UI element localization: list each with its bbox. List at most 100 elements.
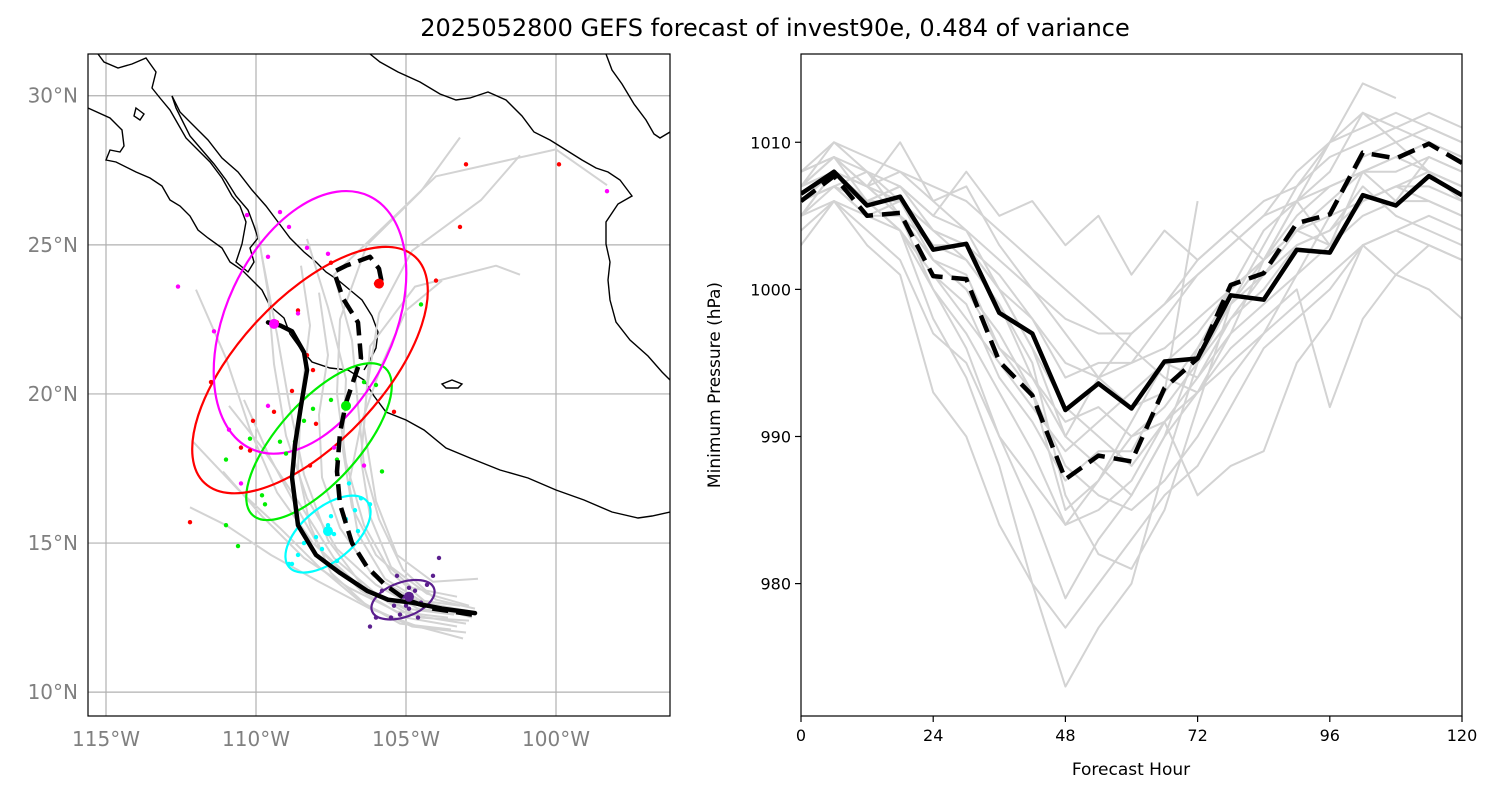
fix-t72 — [208, 379, 214, 385]
fix-t96 — [325, 251, 331, 256]
mean-track — [265, 320, 478, 616]
fix-t48 — [223, 522, 229, 528]
member-pressure-line — [801, 156, 1462, 570]
map-background — [88, 54, 670, 716]
coastline-texas-louisiana — [605, 54, 670, 139]
fix-t0 — [397, 612, 403, 617]
fix-t24 — [295, 552, 301, 558]
fix-t24 — [334, 558, 340, 564]
fix-t0 — [403, 603, 409, 608]
fix-t72 — [271, 409, 277, 415]
mean-tracks — [265, 254, 478, 617]
fix-t96 — [277, 209, 283, 215]
member-pressure-line — [801, 200, 1462, 526]
fix-t72 — [463, 162, 469, 167]
ellipse-t24 — [284, 494, 372, 574]
fix-t72 — [313, 421, 319, 426]
ellipse-t72 — [191, 245, 429, 495]
fix-t24 — [313, 534, 319, 540]
fix-t96 — [604, 188, 610, 194]
member-pressure-line — [801, 200, 1462, 629]
fix-t96 — [211, 329, 217, 334]
fix-t48 — [262, 502, 268, 507]
fix-t0 — [436, 555, 442, 561]
fix-t96 — [286, 224, 292, 230]
y-axis-label: Minimum Pressure (hPa) — [705, 282, 725, 488]
map-frame — [87, 53, 671, 717]
pressure-panel: 0 24 48 72 96 120 980 990 1000 1010 Forecast Hour… — [705, 53, 1477, 780]
x-tick-label: 24 — [923, 726, 943, 745]
fix-t0 — [373, 615, 379, 620]
member-track — [363, 264, 521, 583]
fix-t72 — [289, 388, 295, 394]
fix-t0 — [394, 573, 400, 579]
fix-t24 — [319, 546, 325, 552]
fix-t72 — [328, 260, 334, 265]
lon-tick-label: 105°W — [372, 727, 440, 751]
fix-t0 — [430, 573, 436, 579]
pressure-ticks: 0 24 48 72 96 120 980 990 1000 1010 — [750, 133, 1477, 745]
lon-tick-label: 100°W — [522, 727, 590, 751]
member-pressure-line — [801, 170, 1462, 394]
lon-tick-label: 115°W — [72, 727, 140, 751]
y-tick-label: 1010 — [750, 133, 791, 152]
x-tick-label: 48 — [1055, 726, 1075, 745]
map-gridlines — [88, 54, 670, 716]
fix-t48 — [301, 418, 307, 423]
fix-t24 — [301, 540, 307, 546]
uncertainty-ellipses — [191, 189, 436, 621]
ellipse-t48 — [245, 362, 393, 522]
member-track — [222, 470, 449, 619]
centroid-t0 — [404, 591, 414, 602]
fix-t0 — [406, 606, 412, 611]
centroid-t72 — [374, 278, 384, 289]
fix-t24 — [286, 561, 292, 567]
fix-t48 — [223, 457, 229, 462]
control-pressure-line — [801, 141, 1462, 482]
x-tick-label: 120 — [1447, 726, 1478, 745]
coastline-island — [133, 106, 145, 121]
fix-t96 — [238, 481, 244, 486]
fix-t96 — [295, 311, 301, 316]
fix-t96 — [175, 284, 181, 289]
centroid-t96 — [269, 318, 279, 329]
fix-t48 — [418, 302, 424, 307]
fix-t72 — [433, 278, 439, 283]
pressure-lines — [801, 82, 1462, 688]
fix-t48 — [310, 406, 316, 412]
member-pressure-line — [801, 156, 1462, 453]
fix-t24 — [355, 528, 361, 534]
lat-tick-label: 20°N — [28, 382, 78, 406]
x-tick-label: 72 — [1187, 726, 1207, 745]
fix-t48 — [361, 379, 367, 385]
fix-t96 — [361, 463, 367, 468]
fix-t72 — [247, 448, 253, 453]
fix-t0 — [406, 585, 412, 590]
fix-t72 — [310, 367, 316, 373]
control-track — [331, 254, 473, 617]
lon-tick-label: 110°W — [222, 727, 290, 751]
fix-t96 — [265, 254, 271, 259]
fix-t0 — [415, 615, 421, 620]
fix-t24 — [346, 481, 352, 486]
fix-t24 — [328, 514, 334, 519]
fix-t72 — [457, 224, 463, 230]
member-pressure-line — [801, 111, 1462, 688]
fix-t24 — [367, 502, 373, 507]
lat-tick-label: 10°N — [28, 680, 78, 704]
lat-tick-label: 30°N — [28, 84, 78, 108]
ellipse-t0 — [370, 578, 436, 621]
x-tick-label: 0 — [796, 726, 806, 745]
fix-t0 — [424, 582, 430, 587]
fix-t72 — [238, 445, 244, 450]
fix-t24 — [358, 496, 364, 501]
lat-tick-label: 15°N — [28, 531, 78, 555]
fix-t72 — [250, 418, 256, 423]
lat-tick-label: 25°N — [28, 233, 78, 257]
map-tick-labels: 115°W 110°W 105°W 100°W 10°N 15°N 20°N 25°N 30°N — [28, 84, 591, 751]
fix-t72 — [391, 409, 397, 415]
fix-t96 — [331, 445, 337, 450]
x-axis-label: Forecast Hour — [1072, 760, 1190, 780]
fix-t0 — [379, 588, 385, 593]
